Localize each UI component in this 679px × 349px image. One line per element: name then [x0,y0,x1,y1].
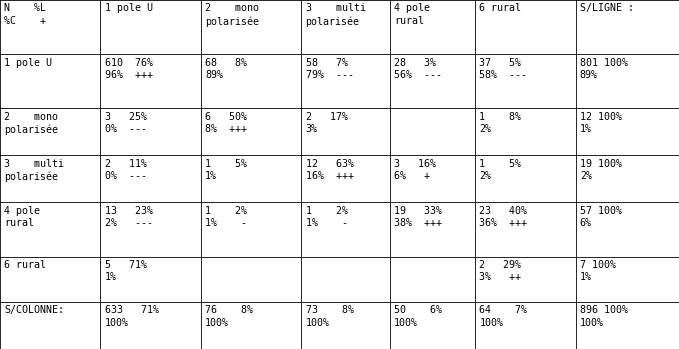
Text: 1    5%
2%: 1 5% 2% [479,159,521,181]
Text: 3   16%
6%   +: 3 16% 6% + [394,159,436,181]
Text: 7 100%
1%: 7 100% 1% [580,260,616,282]
Text: 2   11%
0%  ---: 2 11% 0% --- [105,159,147,181]
Text: 1 pole U: 1 pole U [4,58,52,68]
Text: 23   40%
36%  +++: 23 40% 36% +++ [479,206,528,228]
Text: 1 pole U: 1 pole U [105,3,153,14]
Text: 50    6%
100%: 50 6% 100% [394,305,442,328]
Text: 28   3%
56%  ---: 28 3% 56% --- [394,58,442,80]
Text: 3   25%
0%  ---: 3 25% 0% --- [105,112,147,134]
Text: 19 100%
2%: 19 100% 2% [580,159,622,181]
Text: 3    multi
polarisée: 3 multi polarisée [306,3,365,27]
Text: 1    2%
1%    -: 1 2% 1% - [306,206,348,228]
Text: 1    5%
1%: 1 5% 1% [205,159,247,181]
Text: 2    mono
polarisée: 2 mono polarisée [4,112,58,135]
Text: 19   33%
38%  +++: 19 33% 38% +++ [394,206,442,228]
Text: 801 100%
89%: 801 100% 89% [580,58,628,80]
Text: N    %L
%C    +: N %L %C + [4,3,46,26]
Text: 6   50%
8%  +++: 6 50% 8% +++ [205,112,247,134]
Text: 2   29%
3%   ++: 2 29% 3% ++ [479,260,521,282]
Text: 1    8%
2%: 1 8% 2% [479,112,521,134]
Text: 12   63%
16%  +++: 12 63% 16% +++ [306,159,354,181]
Text: 3    multi
polarisée: 3 multi polarisée [4,159,64,182]
Text: 6 rural: 6 rural [4,260,46,270]
Text: 896 100%
100%: 896 100% 100% [580,305,628,328]
Text: 57 100%
6%: 57 100% 6% [580,206,622,228]
Text: 76    8%
100%: 76 8% 100% [205,305,253,328]
Text: 610  76%
96%  +++: 610 76% 96% +++ [105,58,153,80]
Text: 73    8%
100%: 73 8% 100% [306,305,354,328]
Text: 13   23%
2%   ---: 13 23% 2% --- [105,206,153,228]
Text: 6 rural: 6 rural [479,3,521,14]
Text: 633   71%
100%: 633 71% 100% [105,305,159,328]
Text: S/LIGNE :: S/LIGNE : [580,3,634,14]
Text: 2    mono
polarisée: 2 mono polarisée [205,3,259,27]
Text: 2   17%
3%: 2 17% 3% [306,112,348,134]
Text: 4 pole
rural: 4 pole rural [394,3,430,26]
Text: 64    7%
100%: 64 7% 100% [479,305,528,328]
Text: 37   5%
58%  ---: 37 5% 58% --- [479,58,528,80]
Text: 58   7%
79%  ---: 58 7% 79% --- [306,58,354,80]
Text: 12 100%
1%: 12 100% 1% [580,112,622,134]
Text: 4 pole
rural: 4 pole rural [4,206,40,228]
Text: S/COLONNE:: S/COLONNE: [4,305,64,315]
Text: 68   8%
89%: 68 8% 89% [205,58,247,80]
Text: 5   71%
1%: 5 71% 1% [105,260,147,282]
Text: 1    2%
1%    -: 1 2% 1% - [205,206,247,228]
